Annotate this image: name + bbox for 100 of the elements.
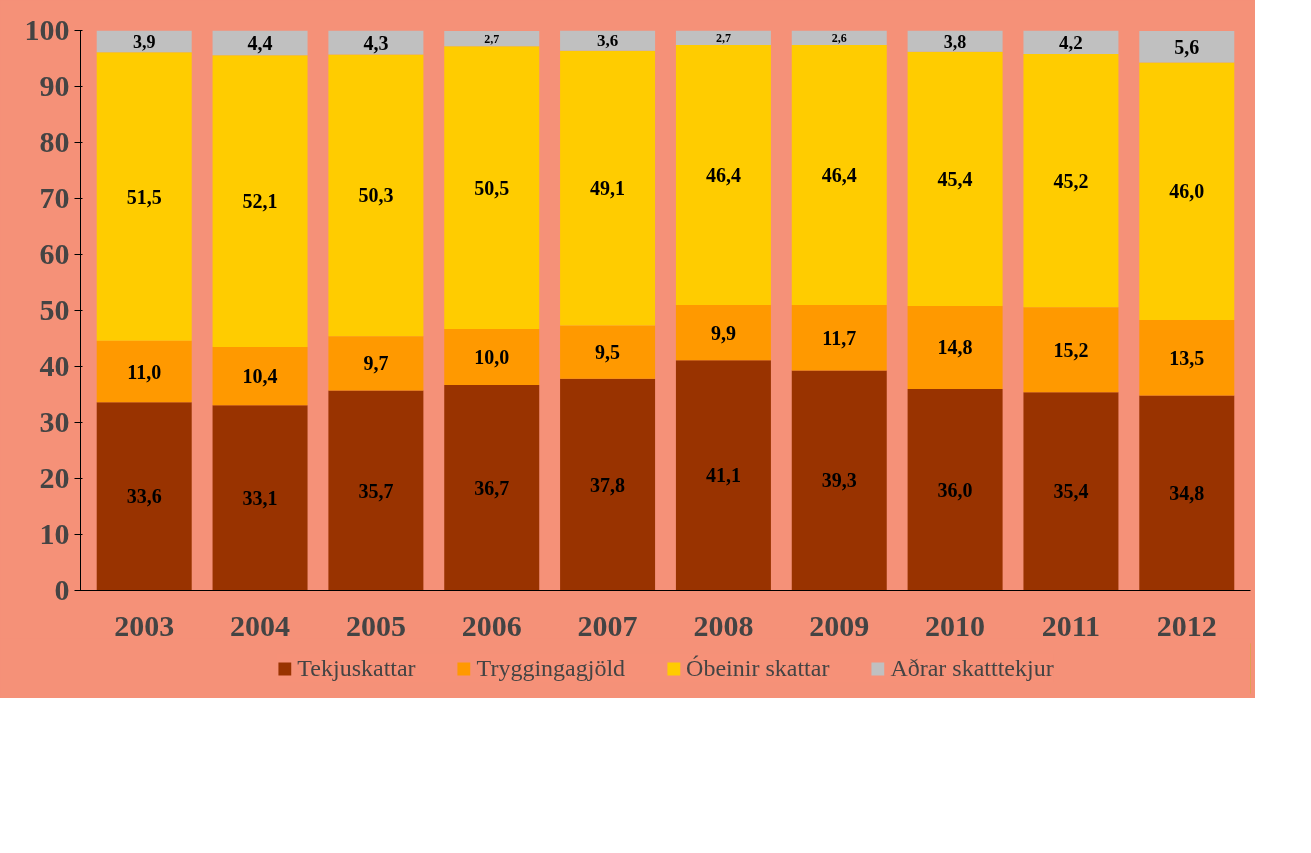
data-label: 13,5 xyxy=(1169,346,1205,369)
legend-label: Óbeinir skattar xyxy=(686,654,830,682)
bar xyxy=(1023,54,1119,308)
y-tick-label: 60 xyxy=(39,237,70,270)
data-label: 45,4 xyxy=(937,167,973,190)
bar xyxy=(444,384,540,591)
x-tick-label: 2005 xyxy=(345,608,406,642)
bar xyxy=(791,304,887,371)
data-label: 2,6 xyxy=(831,30,847,45)
x-tick-label: 2010 xyxy=(925,608,986,642)
bar xyxy=(675,45,771,305)
legend-label: Aðrar skatttekjur xyxy=(890,654,1054,682)
data-label: 36,7 xyxy=(474,476,510,499)
bar xyxy=(444,46,540,329)
bar xyxy=(560,325,656,379)
bar xyxy=(444,328,540,385)
data-label: 4,4 xyxy=(247,31,273,54)
bar xyxy=(791,45,887,305)
bar xyxy=(675,360,771,591)
bar xyxy=(1023,30,1119,55)
data-label: 33,6 xyxy=(126,485,162,508)
data-label: 33,1 xyxy=(242,486,278,509)
data-label: 52,1 xyxy=(242,190,278,213)
x-tick-label: 2007 xyxy=(577,608,638,642)
y-tick-label: 90 xyxy=(39,69,70,102)
bar xyxy=(675,304,771,361)
x-tick-label: 2006 xyxy=(461,608,522,642)
data-label: 46,4 xyxy=(705,163,741,186)
y-tick-label: 30 xyxy=(39,405,70,438)
bar xyxy=(212,346,308,406)
bar xyxy=(907,388,1003,591)
data-label: 11,0 xyxy=(127,360,162,383)
data-label: 5,6 xyxy=(1174,35,1200,58)
bar xyxy=(96,340,192,403)
data-label: 46,4 xyxy=(821,163,857,186)
bar xyxy=(791,30,887,46)
data-label: 9,5 xyxy=(595,341,621,364)
bar xyxy=(560,378,656,591)
bar xyxy=(1139,31,1235,63)
bar xyxy=(212,405,308,591)
y-tick-label: 10 xyxy=(39,517,70,550)
data-label: 37,8 xyxy=(590,473,626,496)
data-label: 41,1 xyxy=(705,464,741,487)
bar xyxy=(328,390,424,591)
legend-label: Tryggingagjöld xyxy=(476,654,626,682)
data-label: 2,7 xyxy=(715,30,731,45)
x-tick-label: 2004 xyxy=(230,608,291,642)
bar xyxy=(560,50,656,326)
bar xyxy=(1023,392,1119,591)
data-label: 50,3 xyxy=(358,184,394,207)
data-label: 50,5 xyxy=(474,176,510,199)
y-tick-label: 20 xyxy=(39,461,70,494)
data-label: 34,8 xyxy=(1169,482,1205,505)
data-label: 2,7 xyxy=(484,31,500,46)
bar xyxy=(444,31,540,47)
bar xyxy=(560,30,656,51)
data-label: 15,2 xyxy=(1053,338,1089,361)
bar xyxy=(212,55,308,347)
bar xyxy=(1139,395,1235,591)
data-label: 51,5 xyxy=(126,185,162,208)
bar xyxy=(791,370,887,591)
bar xyxy=(907,51,1003,307)
y-tick-label: 0 xyxy=(54,573,70,606)
legend-label: Tekjuskattar xyxy=(297,654,416,682)
bar xyxy=(328,336,424,391)
x-tick-label: 2003 xyxy=(114,608,175,642)
data-label: 10,4 xyxy=(242,365,278,388)
x-tick-label: 2008 xyxy=(693,608,754,642)
data-label: 9,9 xyxy=(710,321,736,344)
bar xyxy=(96,402,192,591)
data-label: 9,7 xyxy=(363,352,389,375)
data-label: 39,3 xyxy=(821,469,857,492)
bar xyxy=(1139,62,1235,321)
data-label: 3,8 xyxy=(943,31,967,52)
bar xyxy=(1139,320,1235,396)
data-label: 4,2 xyxy=(1059,31,1083,53)
x-tick-label: 2011 xyxy=(1041,608,1101,642)
y-tick-label: 50 xyxy=(39,293,70,326)
data-label: 11,7 xyxy=(822,326,857,349)
x-tick-label: 2009 xyxy=(809,608,870,642)
data-label: 35,4 xyxy=(1053,480,1089,503)
x-tick-label: 2012 xyxy=(1156,608,1217,642)
data-label: 14,8 xyxy=(937,336,973,359)
y-tick-label: 70 xyxy=(39,181,70,214)
bar xyxy=(675,30,771,46)
bar xyxy=(907,306,1003,389)
data-label: 10,0 xyxy=(474,345,510,368)
bar xyxy=(328,54,424,337)
bar xyxy=(1023,307,1119,393)
bar xyxy=(328,30,424,55)
data-label: 4,3 xyxy=(363,31,389,54)
data-label: 3,9 xyxy=(132,31,156,52)
data-label: 45,2 xyxy=(1053,169,1089,192)
y-tick-label: 100 xyxy=(24,13,70,46)
data-label: 49,1 xyxy=(590,177,626,200)
data-label: 46,0 xyxy=(1169,180,1205,203)
bar xyxy=(96,52,192,341)
y-tick-label: 40 xyxy=(39,349,70,382)
data-label: 35,7 xyxy=(358,479,394,502)
y-tick-label: 80 xyxy=(39,125,70,158)
